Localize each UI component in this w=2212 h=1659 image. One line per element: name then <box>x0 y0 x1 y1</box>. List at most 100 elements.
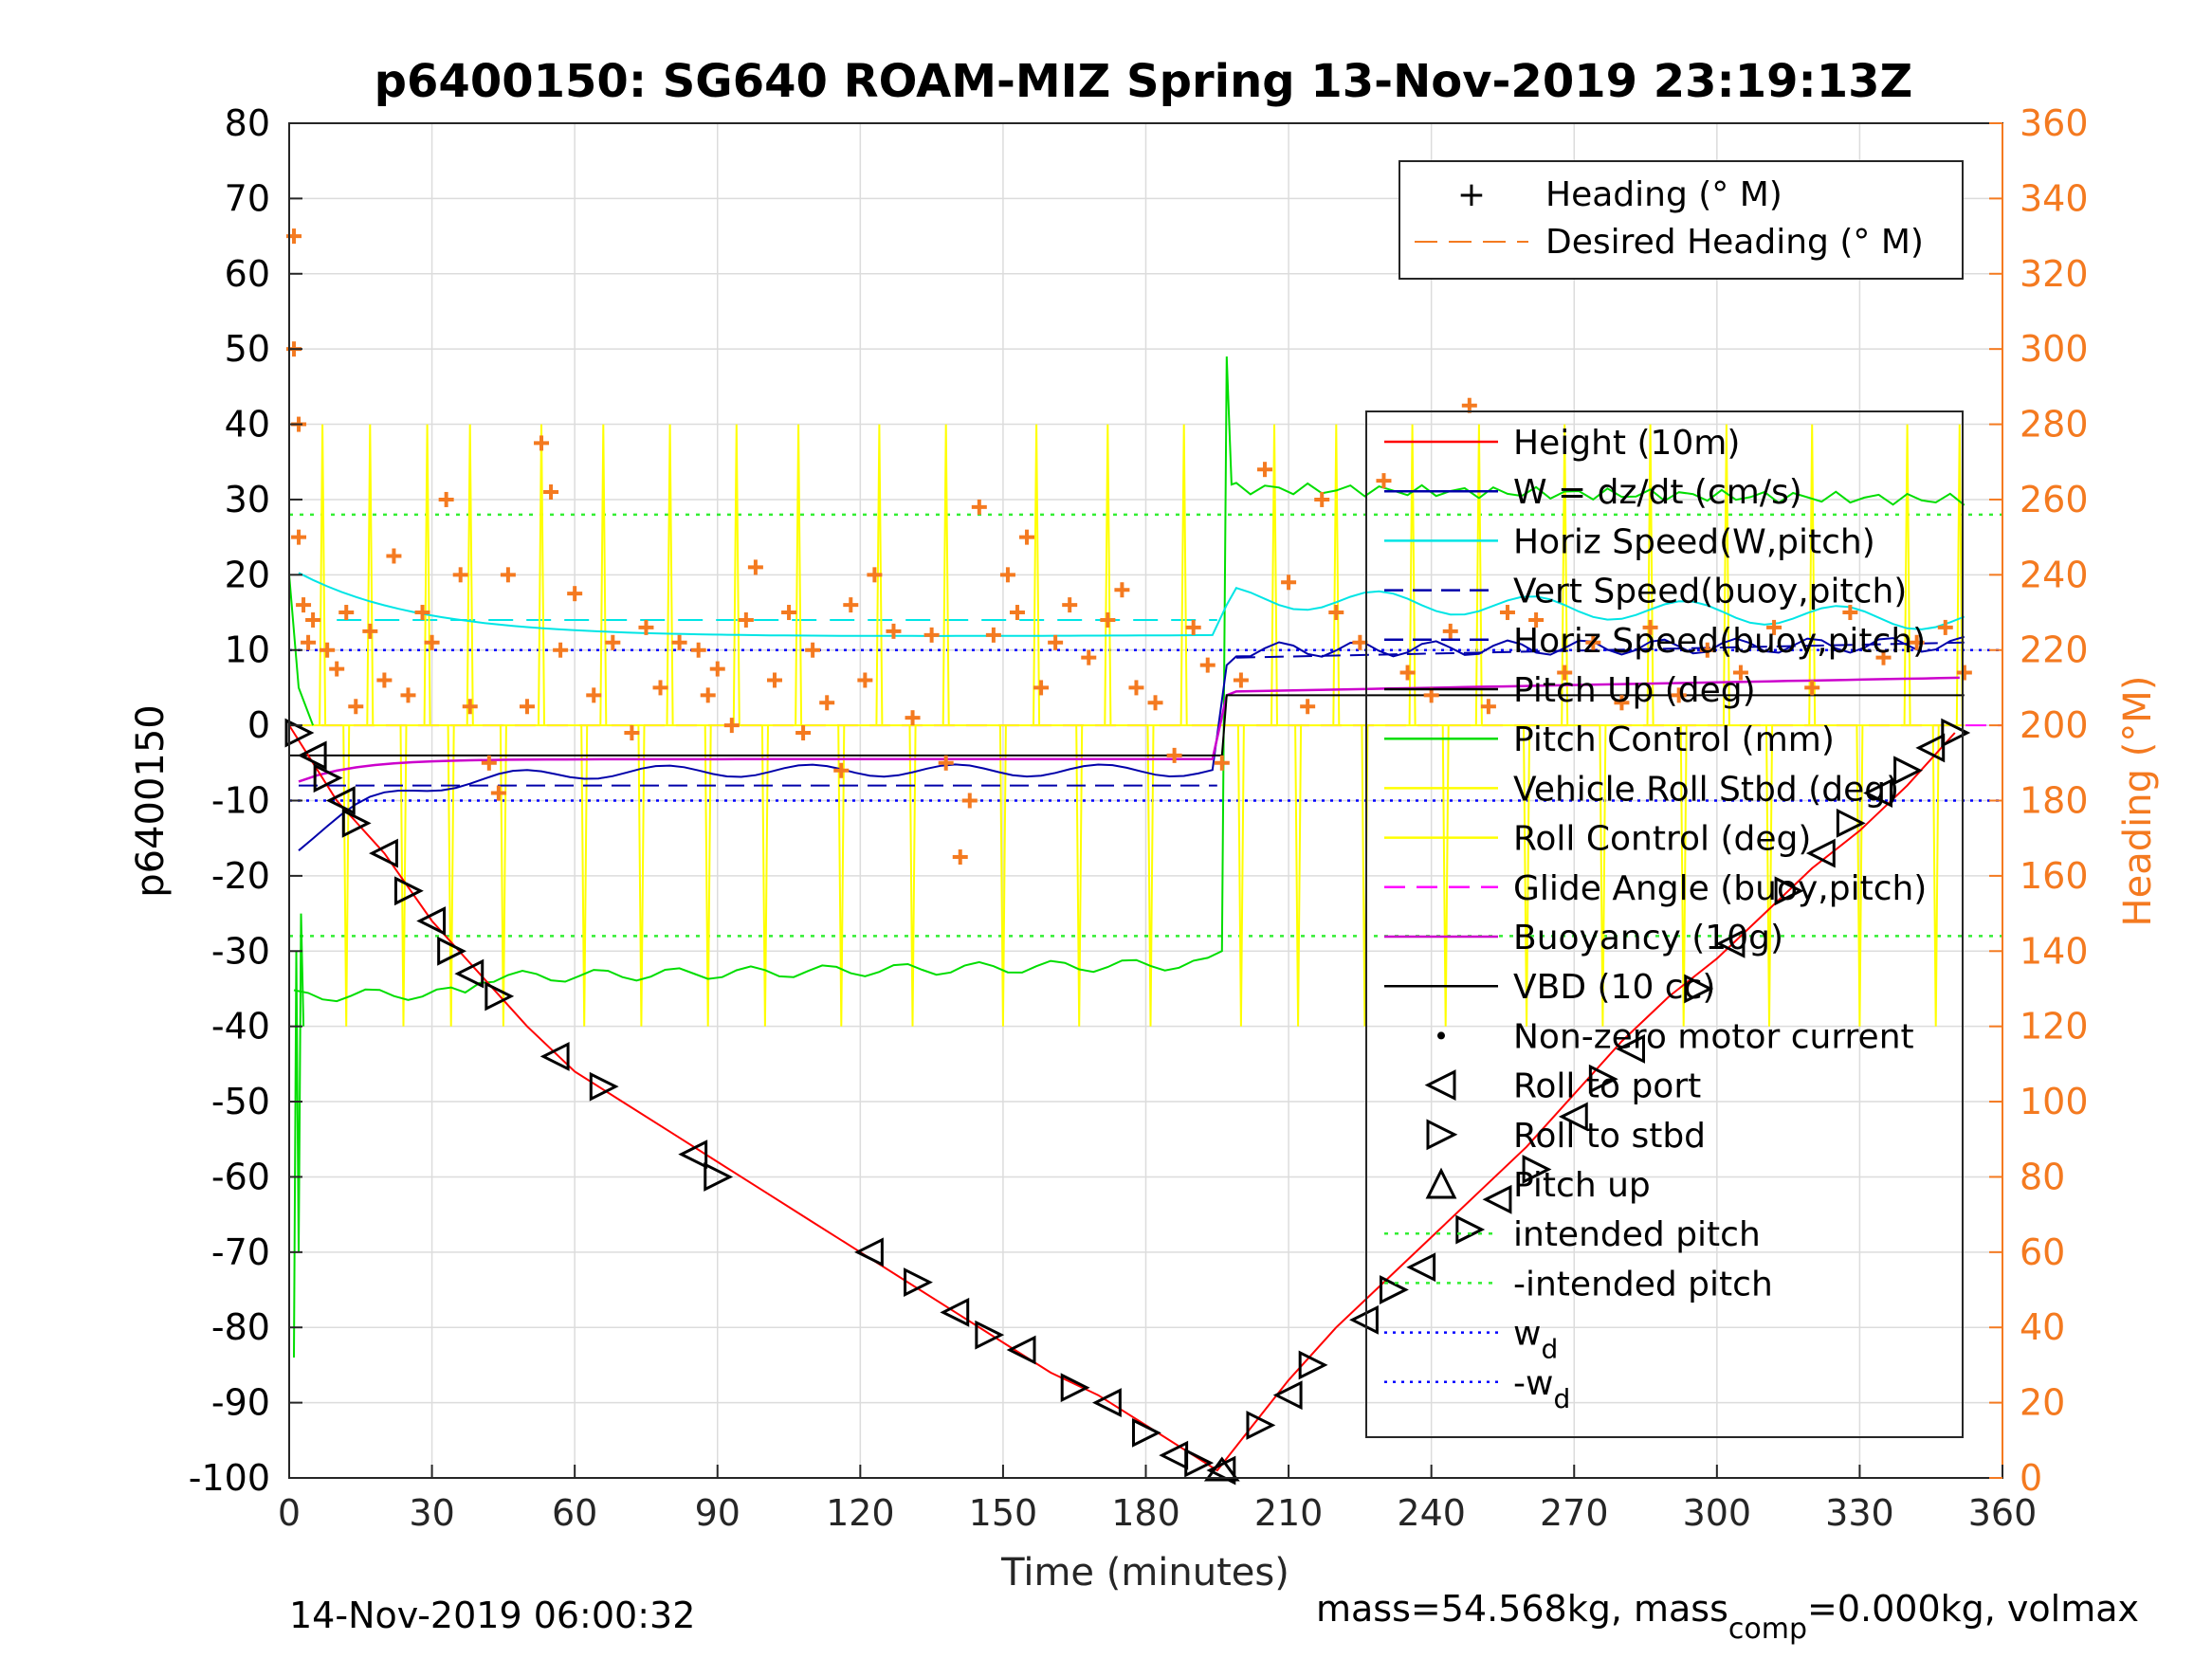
roll-control-spike <box>704 725 712 1027</box>
x-axis-label: Time (minutes) <box>1000 1551 1289 1595</box>
heading-point <box>971 499 987 515</box>
y-left-tick-label: -90 <box>211 1382 270 1424</box>
heading-point <box>1114 582 1130 598</box>
heading-point <box>1199 657 1216 673</box>
heading-point <box>424 634 440 650</box>
x-tick-label: 90 <box>695 1492 740 1534</box>
x-tick-label: 0 <box>278 1492 301 1534</box>
heading-point <box>301 634 317 650</box>
legend-main-entry: Buoyancy (10g) <box>1513 919 1783 957</box>
heading-point <box>867 567 883 583</box>
heading-point <box>1671 687 1687 703</box>
y-right-tick-label: 120 <box>2020 1006 2089 1048</box>
roll-marker <box>393 876 424 906</box>
y-axis-right-label: Heading (°M) <box>2116 676 2160 927</box>
heading-point <box>1614 695 1630 711</box>
heading-point <box>1499 605 1515 621</box>
heading-point <box>652 680 668 696</box>
heading-point <box>795 725 812 741</box>
heading-point <box>1399 665 1416 681</box>
heading-point <box>500 567 516 583</box>
heading-point <box>1033 680 1050 696</box>
heading-point <box>961 793 978 809</box>
legend-main-entry: Horiz Speed(W,pitch) <box>1513 522 1875 561</box>
roll-control-spike <box>1179 424 1188 726</box>
heading-point <box>452 567 468 583</box>
roll-control-spike <box>637 725 646 1027</box>
y-left-tick-label: 10 <box>225 629 270 671</box>
pitch-control-line <box>293 356 1965 1003</box>
y-left-tick-label: 50 <box>225 328 270 370</box>
legend-main-entry: Pitch Control (mm) <box>1513 720 1835 759</box>
y-left-tick-label: 80 <box>225 102 270 144</box>
roll-marker <box>1774 876 1804 906</box>
roll-marker <box>1206 1455 1236 1486</box>
heading-point <box>400 687 416 703</box>
legend-main-entry: Roll to port <box>1513 1067 1701 1106</box>
roll-control-spike <box>908 725 917 1027</box>
heading-point <box>1081 649 1097 665</box>
heading-point <box>1909 634 1925 650</box>
x-tick-label: 300 <box>1683 1492 1752 1534</box>
roll-control-spike <box>1765 725 1774 1027</box>
roll-marker <box>437 936 467 966</box>
legend-swatch <box>1426 1119 1458 1151</box>
heading-point <box>690 642 706 658</box>
legend-entry-main: -w <box>1513 1364 1553 1403</box>
y-right-tick-label: 280 <box>2020 404 2089 446</box>
roll-marker <box>1091 1388 1122 1418</box>
heading-point <box>1314 491 1330 507</box>
heading-point <box>1376 473 1392 489</box>
roll-marker <box>1558 1102 1588 1132</box>
roll-control-spike <box>399 725 408 1027</box>
roll-marker <box>297 740 327 771</box>
roll-control-spike <box>1523 725 1531 1027</box>
y-right-tick-label: 240 <box>2020 554 2089 595</box>
heading-series <box>286 228 1972 866</box>
roll-control-spike <box>1903 424 1911 726</box>
pitch-up-start <box>288 574 315 726</box>
roll-marker <box>1246 1411 1276 1440</box>
heading-point <box>671 634 687 650</box>
x-tick-label: 120 <box>826 1492 895 1534</box>
roll-marker <box>854 1237 884 1267</box>
y-right-tick-label: 200 <box>2020 704 2089 746</box>
roll-control-spike <box>1408 424 1417 726</box>
heading-point <box>1019 529 1035 545</box>
roll-marker <box>1915 733 1946 763</box>
roll-marker <box>704 1162 734 1192</box>
roll-control-spike <box>1599 725 1607 1027</box>
roll-marker <box>1006 1335 1036 1365</box>
heading-point <box>1842 605 1858 621</box>
roll-control-spike <box>319 424 327 726</box>
heading-point <box>519 699 535 715</box>
heading-point <box>857 672 873 688</box>
heading-point <box>1300 699 1316 715</box>
footer-timestamp: 14-Nov-2019 06:00:32 <box>289 1595 695 1636</box>
roll-marker <box>1836 808 1866 838</box>
heading-point <box>296 597 312 613</box>
heading-point <box>1732 665 1748 681</box>
heading-point <box>1166 747 1182 763</box>
roll-control-spike <box>941 424 950 726</box>
heading-point <box>462 699 478 715</box>
y-left-tick-label: -80 <box>211 1306 270 1348</box>
legend-main-entry: Glide Angle (buoy,pitch) <box>1513 869 1927 908</box>
roll-marker <box>1132 1417 1161 1448</box>
roll-control-spike <box>1931 725 1940 1027</box>
y-right-tick-label: 20 <box>2020 1382 2065 1424</box>
y-right-tick-label: 320 <box>2020 253 2089 295</box>
legend-entry-sub: d <box>1541 1334 1558 1365</box>
heading-point <box>586 687 602 703</box>
heading-point <box>886 623 902 639</box>
heading-point <box>952 849 968 866</box>
legend-swatch <box>1425 1167 1457 1199</box>
y-right-tick-label: 300 <box>2020 328 2089 370</box>
heading-point <box>1585 634 1601 650</box>
roll-marker <box>1805 838 1836 868</box>
heading-point <box>1062 597 1078 613</box>
roll-control-spike <box>499 725 507 1027</box>
heading-point <box>1185 619 1201 635</box>
roll-control-spike <box>599 424 608 726</box>
legend-entry-main: w <box>1513 1315 1541 1354</box>
